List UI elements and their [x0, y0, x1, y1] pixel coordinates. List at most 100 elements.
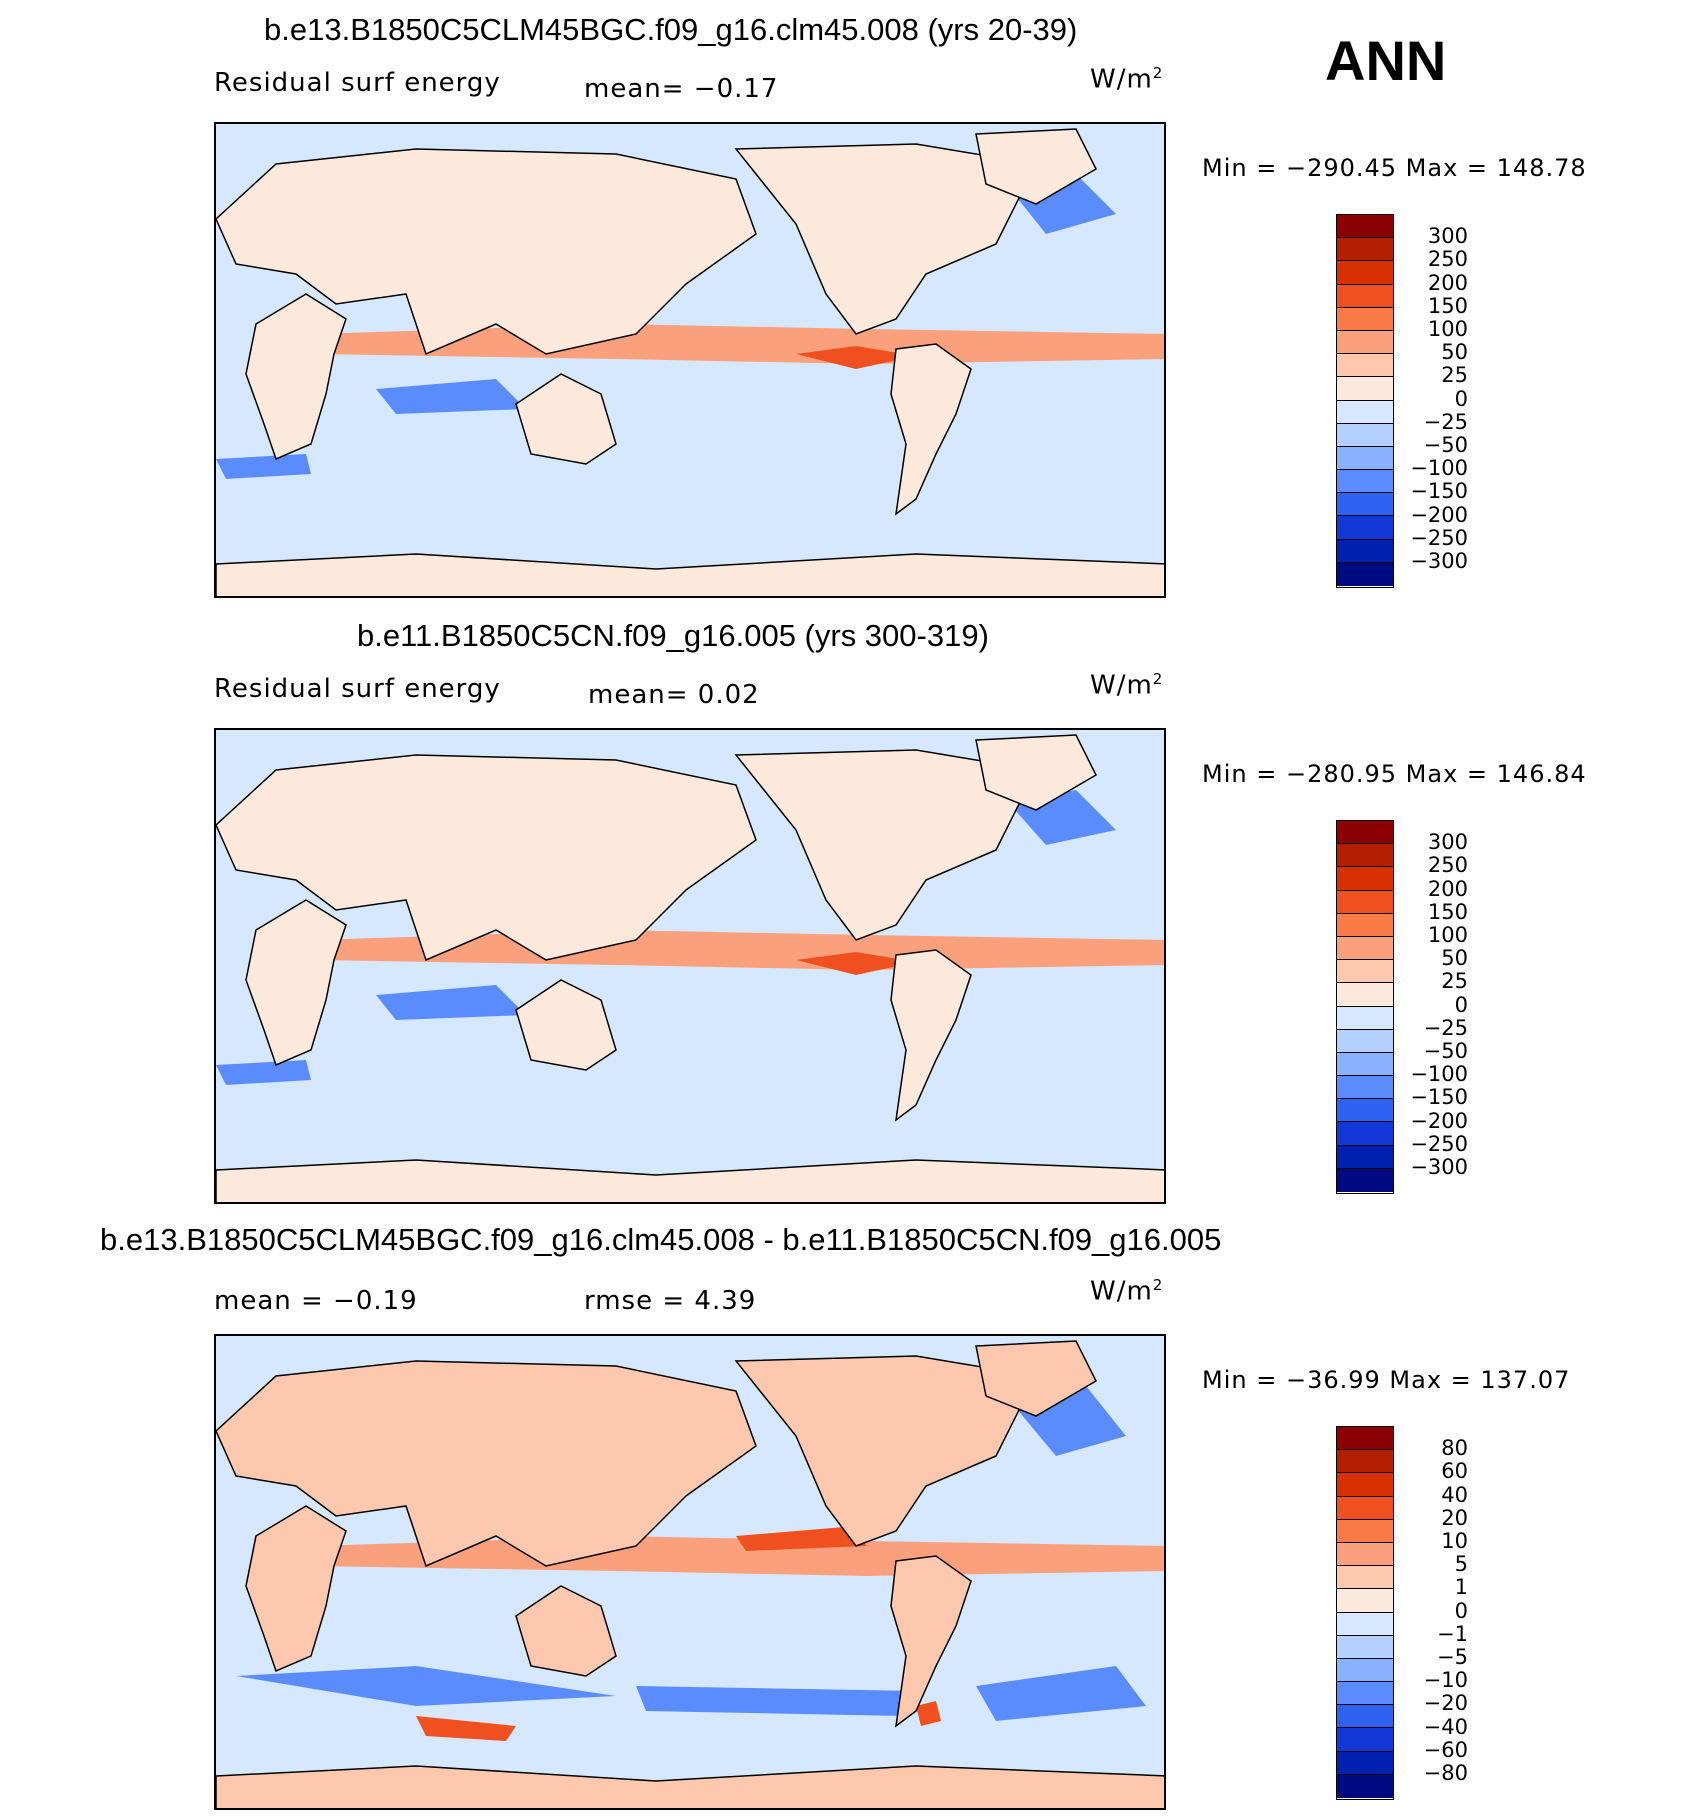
colorbar-box [1337, 1612, 1393, 1636]
colorbar-label: 80 [1441, 1436, 1468, 1461]
land-outline [975, 1340, 1097, 1417]
colorbar-box [1337, 330, 1393, 355]
colorbar-label: 200 [1427, 270, 1468, 295]
positive-region [736, 1526, 866, 1551]
panel3-minmax: Min = −36.99 Max = 137.07 [1202, 1366, 1571, 1394]
colorbar-label: −50 [1423, 433, 1468, 457]
land-outline [216, 754, 757, 962]
negative-region [376, 379, 526, 414]
land-outline [216, 553, 1164, 596]
land-outline [245, 1505, 347, 1673]
land-outline [216, 1360, 757, 1568]
season-label: ANN [1325, 29, 1447, 92]
colorbar-label: 0 [1454, 992, 1468, 1017]
colorbar-box [1337, 1496, 1393, 1520]
colorbar-label: −200 [1410, 502, 1468, 527]
land-outline [890, 1555, 972, 1728]
colorbar-label: −300 [1410, 1155, 1468, 1179]
land-outline [216, 148, 757, 356]
colorbar-label: 25 [1441, 969, 1468, 994]
colorbar-label: 50 [1441, 340, 1468, 365]
colorbar-label: −100 [1410, 1062, 1468, 1087]
colorbar-box [1337, 1099, 1393, 1123]
colorbar-box [1337, 1006, 1393, 1030]
negative-region [236, 1666, 616, 1706]
colorbar-box [1337, 539, 1393, 563]
colorbar-box [1337, 1076, 1393, 1100]
colorbar-label: 60 [1441, 1459, 1468, 1484]
colorbar-box [1337, 1122, 1393, 1146]
colorbar-label: −40 [1423, 1714, 1468, 1739]
colorbar-box [1337, 377, 1393, 401]
colorbar-box [1337, 1519, 1393, 1543]
panel2-colorbar [1336, 820, 1394, 1195]
colorbar-box [1337, 936, 1393, 961]
colorbar-label: −150 [1410, 479, 1468, 504]
colorbar-box [1337, 470, 1393, 494]
colorbar-label: −300 [1410, 549, 1468, 573]
positive-region [916, 1701, 941, 1726]
colorbar-label: −5 [1437, 1645, 1468, 1669]
colorbar-box [1337, 1566, 1393, 1590]
land-outline [734, 1355, 1038, 1547]
negative-region [976, 1666, 1146, 1721]
panel2-map [214, 728, 1166, 1204]
colorbar-label: −10 [1423, 1668, 1468, 1693]
colorbar-label: 0 [1454, 1598, 1468, 1623]
colorbar-box [1337, 261, 1393, 285]
colorbar-box [1337, 1542, 1393, 1567]
panel1-mean-label: mean= −0.17 [584, 74, 779, 104]
land-outline [734, 749, 1038, 941]
colorbar-box [1337, 821, 1393, 845]
positive-region [416, 1716, 516, 1741]
colorbar-label: −250 [1410, 525, 1468, 550]
colorbar-label: −100 [1410, 456, 1468, 481]
positive-region [796, 952, 916, 975]
colorbar-box [1337, 493, 1393, 517]
colorbar-label: 5 [1454, 1552, 1468, 1577]
colorbar-box [1337, 1751, 1393, 1775]
colorbar-box [1337, 1168, 1393, 1192]
panel2-units: W/m2 [1090, 670, 1164, 701]
map-svg [216, 1336, 1164, 1808]
colorbar-label: −80 [1423, 1761, 1468, 1785]
map-svg [216, 124, 1164, 596]
panel1-minmax: Min = −290.45 Max = 148.78 [1202, 154, 1587, 182]
colorbar-box [1337, 1145, 1393, 1169]
colorbar-label: 300 [1427, 224, 1468, 249]
colorbar-box [1337, 867, 1393, 891]
panel1-title: b.e13.B1850C5CLM45BGC.f09_g16.clm45.008 … [264, 12, 1078, 47]
positive-region [796, 346, 916, 369]
colorbar-label: −25 [1423, 1015, 1468, 1040]
panel2-minmax: Min = −280.95 Max = 146.84 [1202, 760, 1587, 788]
colorbar-box [1337, 983, 1393, 1007]
land-outline [515, 1585, 617, 1677]
colorbar-label: −60 [1423, 1737, 1468, 1762]
colorbar-box [1337, 516, 1393, 540]
colorbar-box [1337, 423, 1393, 447]
colorbar-box [1337, 890, 1393, 914]
panel1-variable-label: Residual surf energy [214, 68, 501, 98]
land-outline [890, 343, 972, 516]
colorbar-box [1337, 238, 1393, 262]
colorbar-label: 25 [1441, 363, 1468, 388]
colorbar-box [1337, 1705, 1393, 1729]
panel2-mean-label: mean= 0.02 [588, 680, 760, 710]
colorbar-label: −20 [1423, 1691, 1468, 1716]
land-outline [216, 1159, 1164, 1202]
panel3-units: W/m2 [1090, 1276, 1164, 1307]
panel1-units: W/m2 [1090, 64, 1164, 95]
colorbar-label: 150 [1427, 293, 1468, 318]
colorbar-box [1337, 1635, 1393, 1659]
colorbar-box [1337, 400, 1393, 424]
panel3-colorbar [1336, 1426, 1394, 1801]
land-outline [515, 373, 617, 465]
land-outline [890, 949, 972, 1122]
colorbar-box [1337, 1029, 1393, 1053]
colorbar-box [1337, 1427, 1393, 1451]
colorbar-box [1337, 215, 1393, 239]
colorbar-label: 250 [1427, 853, 1468, 878]
colorbar-label: 20 [1441, 1505, 1468, 1530]
colorbar-label: −50 [1423, 1039, 1468, 1063]
colorbar-label: 1 [1454, 1575, 1468, 1600]
